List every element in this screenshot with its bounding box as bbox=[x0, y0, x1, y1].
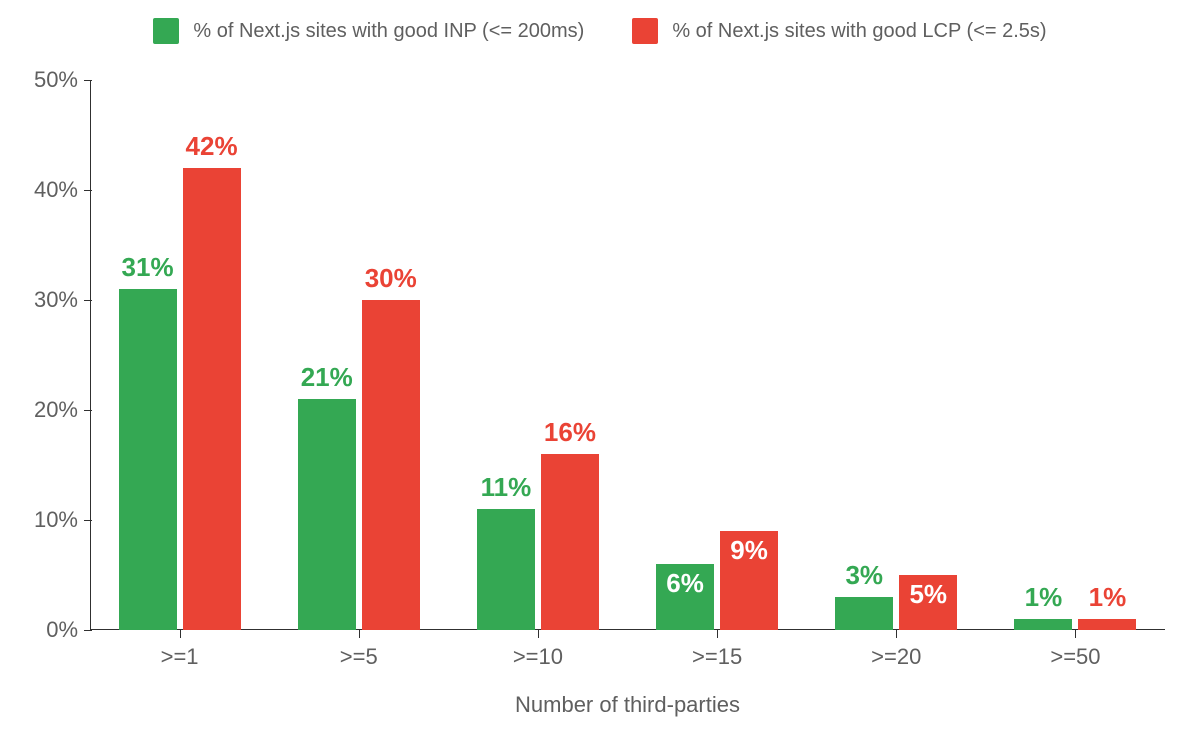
y-tick-label: 0% bbox=[18, 617, 78, 643]
x-tick-label: >=15 bbox=[692, 644, 742, 670]
x-tick-mark bbox=[896, 630, 897, 638]
x-tick-mark bbox=[359, 630, 360, 638]
bar-inp: 31% bbox=[119, 289, 177, 630]
bar-group: 11%16%>=10 bbox=[448, 80, 627, 630]
bar-value-label: 6% bbox=[666, 568, 704, 599]
bar-value-label: 5% bbox=[909, 579, 947, 610]
bar-value-label: 31% bbox=[122, 252, 174, 283]
bar-inp: 3% bbox=[835, 597, 893, 630]
x-tick-mark bbox=[1075, 630, 1076, 638]
bar-pair: 21%30% bbox=[269, 80, 448, 630]
x-tick-mark bbox=[180, 630, 181, 638]
bar-value-label: 21% bbox=[301, 362, 353, 393]
bar-inp: 1% bbox=[1014, 619, 1072, 630]
bar-pair: 3% 5% bbox=[807, 80, 986, 630]
bar-value-label: 3% bbox=[845, 560, 883, 591]
legend-item-inp: % of Next.js sites with good INP (<= 200… bbox=[153, 18, 584, 44]
y-tick-label: 20% bbox=[18, 397, 78, 423]
bar-value-label: 1% bbox=[1089, 582, 1127, 613]
x-tick-label: >=5 bbox=[340, 644, 378, 670]
x-tick-label: >=20 bbox=[871, 644, 921, 670]
x-tick-label: >=50 bbox=[1050, 644, 1100, 670]
legend-label-inp: % of Next.js sites with good INP (<= 200… bbox=[193, 20, 584, 43]
legend: % of Next.js sites with good INP (<= 200… bbox=[0, 18, 1200, 44]
y-tick-mark bbox=[84, 630, 92, 631]
y-tick-label: 50% bbox=[18, 67, 78, 93]
bar-value-label: 42% bbox=[186, 131, 238, 162]
bar-group: 1%1%>=50 bbox=[986, 80, 1165, 630]
bar-lcp: 1% bbox=[1078, 619, 1136, 630]
bar-lcp: 30% bbox=[362, 300, 420, 630]
bar-group: 3%5%>=20 bbox=[807, 80, 986, 630]
y-tick-label: 10% bbox=[18, 507, 78, 533]
y-tick-label: 40% bbox=[18, 177, 78, 203]
x-tick-mark bbox=[717, 630, 718, 638]
bar-value-label: 11% bbox=[481, 472, 532, 503]
x-tick-mark bbox=[538, 630, 539, 638]
bar-pair: 6% 9% bbox=[628, 80, 807, 630]
bar-lcp: 16% bbox=[541, 454, 599, 630]
bar-group: 31%42%>=1 bbox=[90, 80, 269, 630]
bar-lcp: 9% bbox=[720, 531, 778, 630]
plot-area: 0%10%20%30%40%50% 31%42%>=121%30%>=511%1… bbox=[90, 80, 1165, 630]
legend-swatch-inp bbox=[153, 18, 179, 44]
bar-pair: 31%42% bbox=[90, 80, 269, 630]
bar-pair: 1% 1% bbox=[986, 80, 1165, 630]
bar-inp: 21% bbox=[298, 399, 356, 630]
bar-inp: 11% bbox=[477, 509, 535, 630]
bar-lcp: 5% bbox=[899, 575, 957, 630]
y-tick-label: 30% bbox=[18, 287, 78, 313]
bar-group: 21%30%>=5 bbox=[269, 80, 448, 630]
legend-item-lcp: % of Next.js sites with good LCP (<= 2.5… bbox=[632, 18, 1046, 44]
bar-groups: 31%42%>=121%30%>=511%16%>=106%9%>=153%5%… bbox=[90, 80, 1165, 630]
bar-inp: 6% bbox=[656, 564, 714, 630]
bar-value-label: 30% bbox=[365, 263, 417, 294]
bar-lcp: 42% bbox=[183, 168, 241, 630]
legend-label-lcp: % of Next.js sites with good LCP (<= 2.5… bbox=[672, 20, 1046, 43]
bar-value-label: 9% bbox=[730, 535, 768, 566]
chart-container: % of Next.js sites with good INP (<= 200… bbox=[0, 0, 1200, 742]
bar-pair: 11%16% bbox=[448, 80, 627, 630]
bar-value-label: 16% bbox=[544, 417, 596, 448]
x-axis-title: Number of third-parties bbox=[515, 692, 740, 718]
bar-group: 6%9%>=15 bbox=[628, 80, 807, 630]
x-tick-label: >=1 bbox=[161, 644, 199, 670]
bar-value-label: 1% bbox=[1025, 582, 1063, 613]
x-tick-label: >=10 bbox=[513, 644, 563, 670]
legend-swatch-lcp bbox=[632, 18, 658, 44]
